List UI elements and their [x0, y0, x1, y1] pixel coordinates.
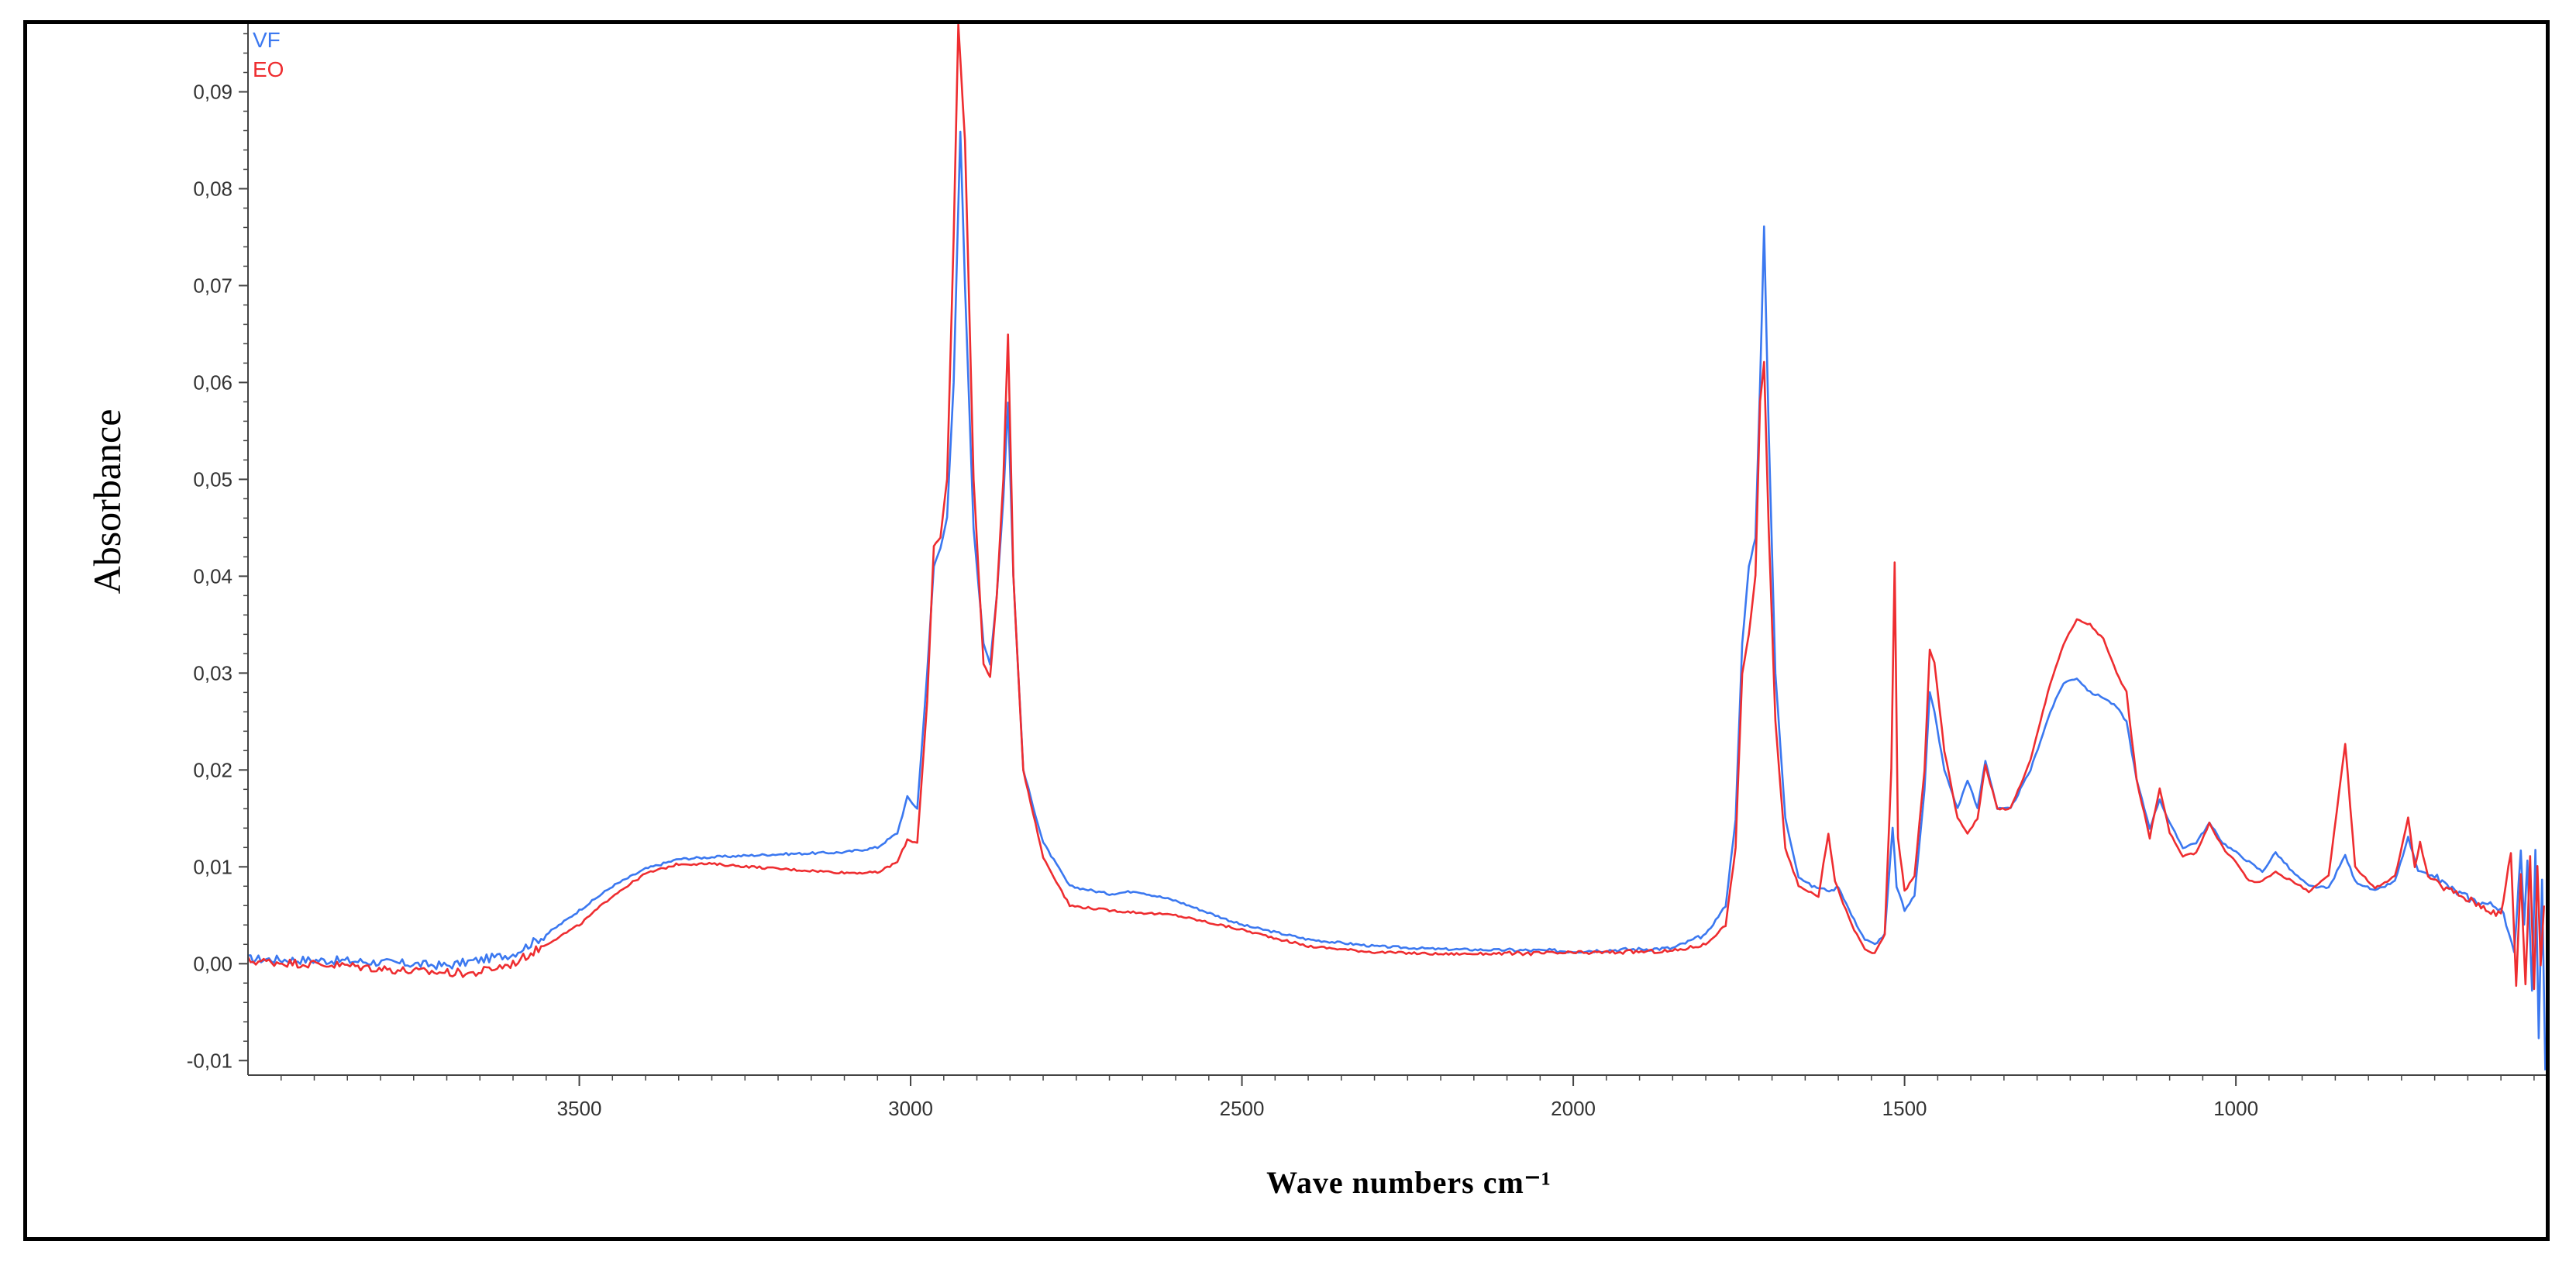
chart-background — [27, 24, 2546, 1237]
y-tick-label: 0,05 — [193, 467, 232, 491]
y-tick-label: 0,06 — [193, 371, 232, 394]
legend-label-eo: EO — [253, 57, 284, 81]
series-line-eo — [246, 24, 2545, 991]
x-tick-label: 2000 — [1551, 1097, 1596, 1120]
y-tick-label: 0,01 — [193, 855, 232, 878]
y-tick-label: 0,00 — [193, 952, 232, 975]
y-tick-label: 0,02 — [193, 758, 232, 781]
y-tick-label: 0,07 — [193, 274, 232, 297]
spectrum-chart: -0,01 0,00 0,01 0,02 0,03 0,04 0,05 0,06 0,07 0,0… — [27, 24, 2546, 1237]
plot-series — [246, 24, 2546, 1070]
y-tick-label: -0,01 — [187, 1049, 232, 1072]
x-tick-label: 1500 — [1882, 1097, 1927, 1120]
legend: VF EO — [253, 28, 284, 81]
y-tick-label: 0,04 — [193, 564, 232, 588]
x-tick-label: 1000 — [2213, 1097, 2258, 1120]
y-tick-label: 0,08 — [193, 177, 232, 200]
y-axis-ticks: -0,01 0,00 0,01 0,02 0,03 0,04 0,05 0,06 0,07 0,0… — [187, 33, 248, 1072]
y-axis-title: Absorbance — [85, 409, 129, 595]
x-axis-title: Wave numbers cm⁻¹ — [1266, 1165, 1551, 1200]
x-axis-ticks: 3500 3000 2500 2000 1500 1000 — [281, 1075, 2535, 1120]
y-tick-label: 0,09 — [193, 80, 232, 103]
y-tick-label: 0,03 — [193, 661, 232, 684]
x-tick-label: 3000 — [888, 1097, 933, 1120]
x-tick-label: 2500 — [1220, 1097, 1265, 1120]
x-tick-label: 3500 — [557, 1097, 602, 1120]
legend-label-vf: VF — [253, 28, 281, 52]
figure-frame: -0,01 0,00 0,01 0,02 0,03 0,04 0,05 0,06 0,07 0,0… — [23, 20, 2550, 1241]
